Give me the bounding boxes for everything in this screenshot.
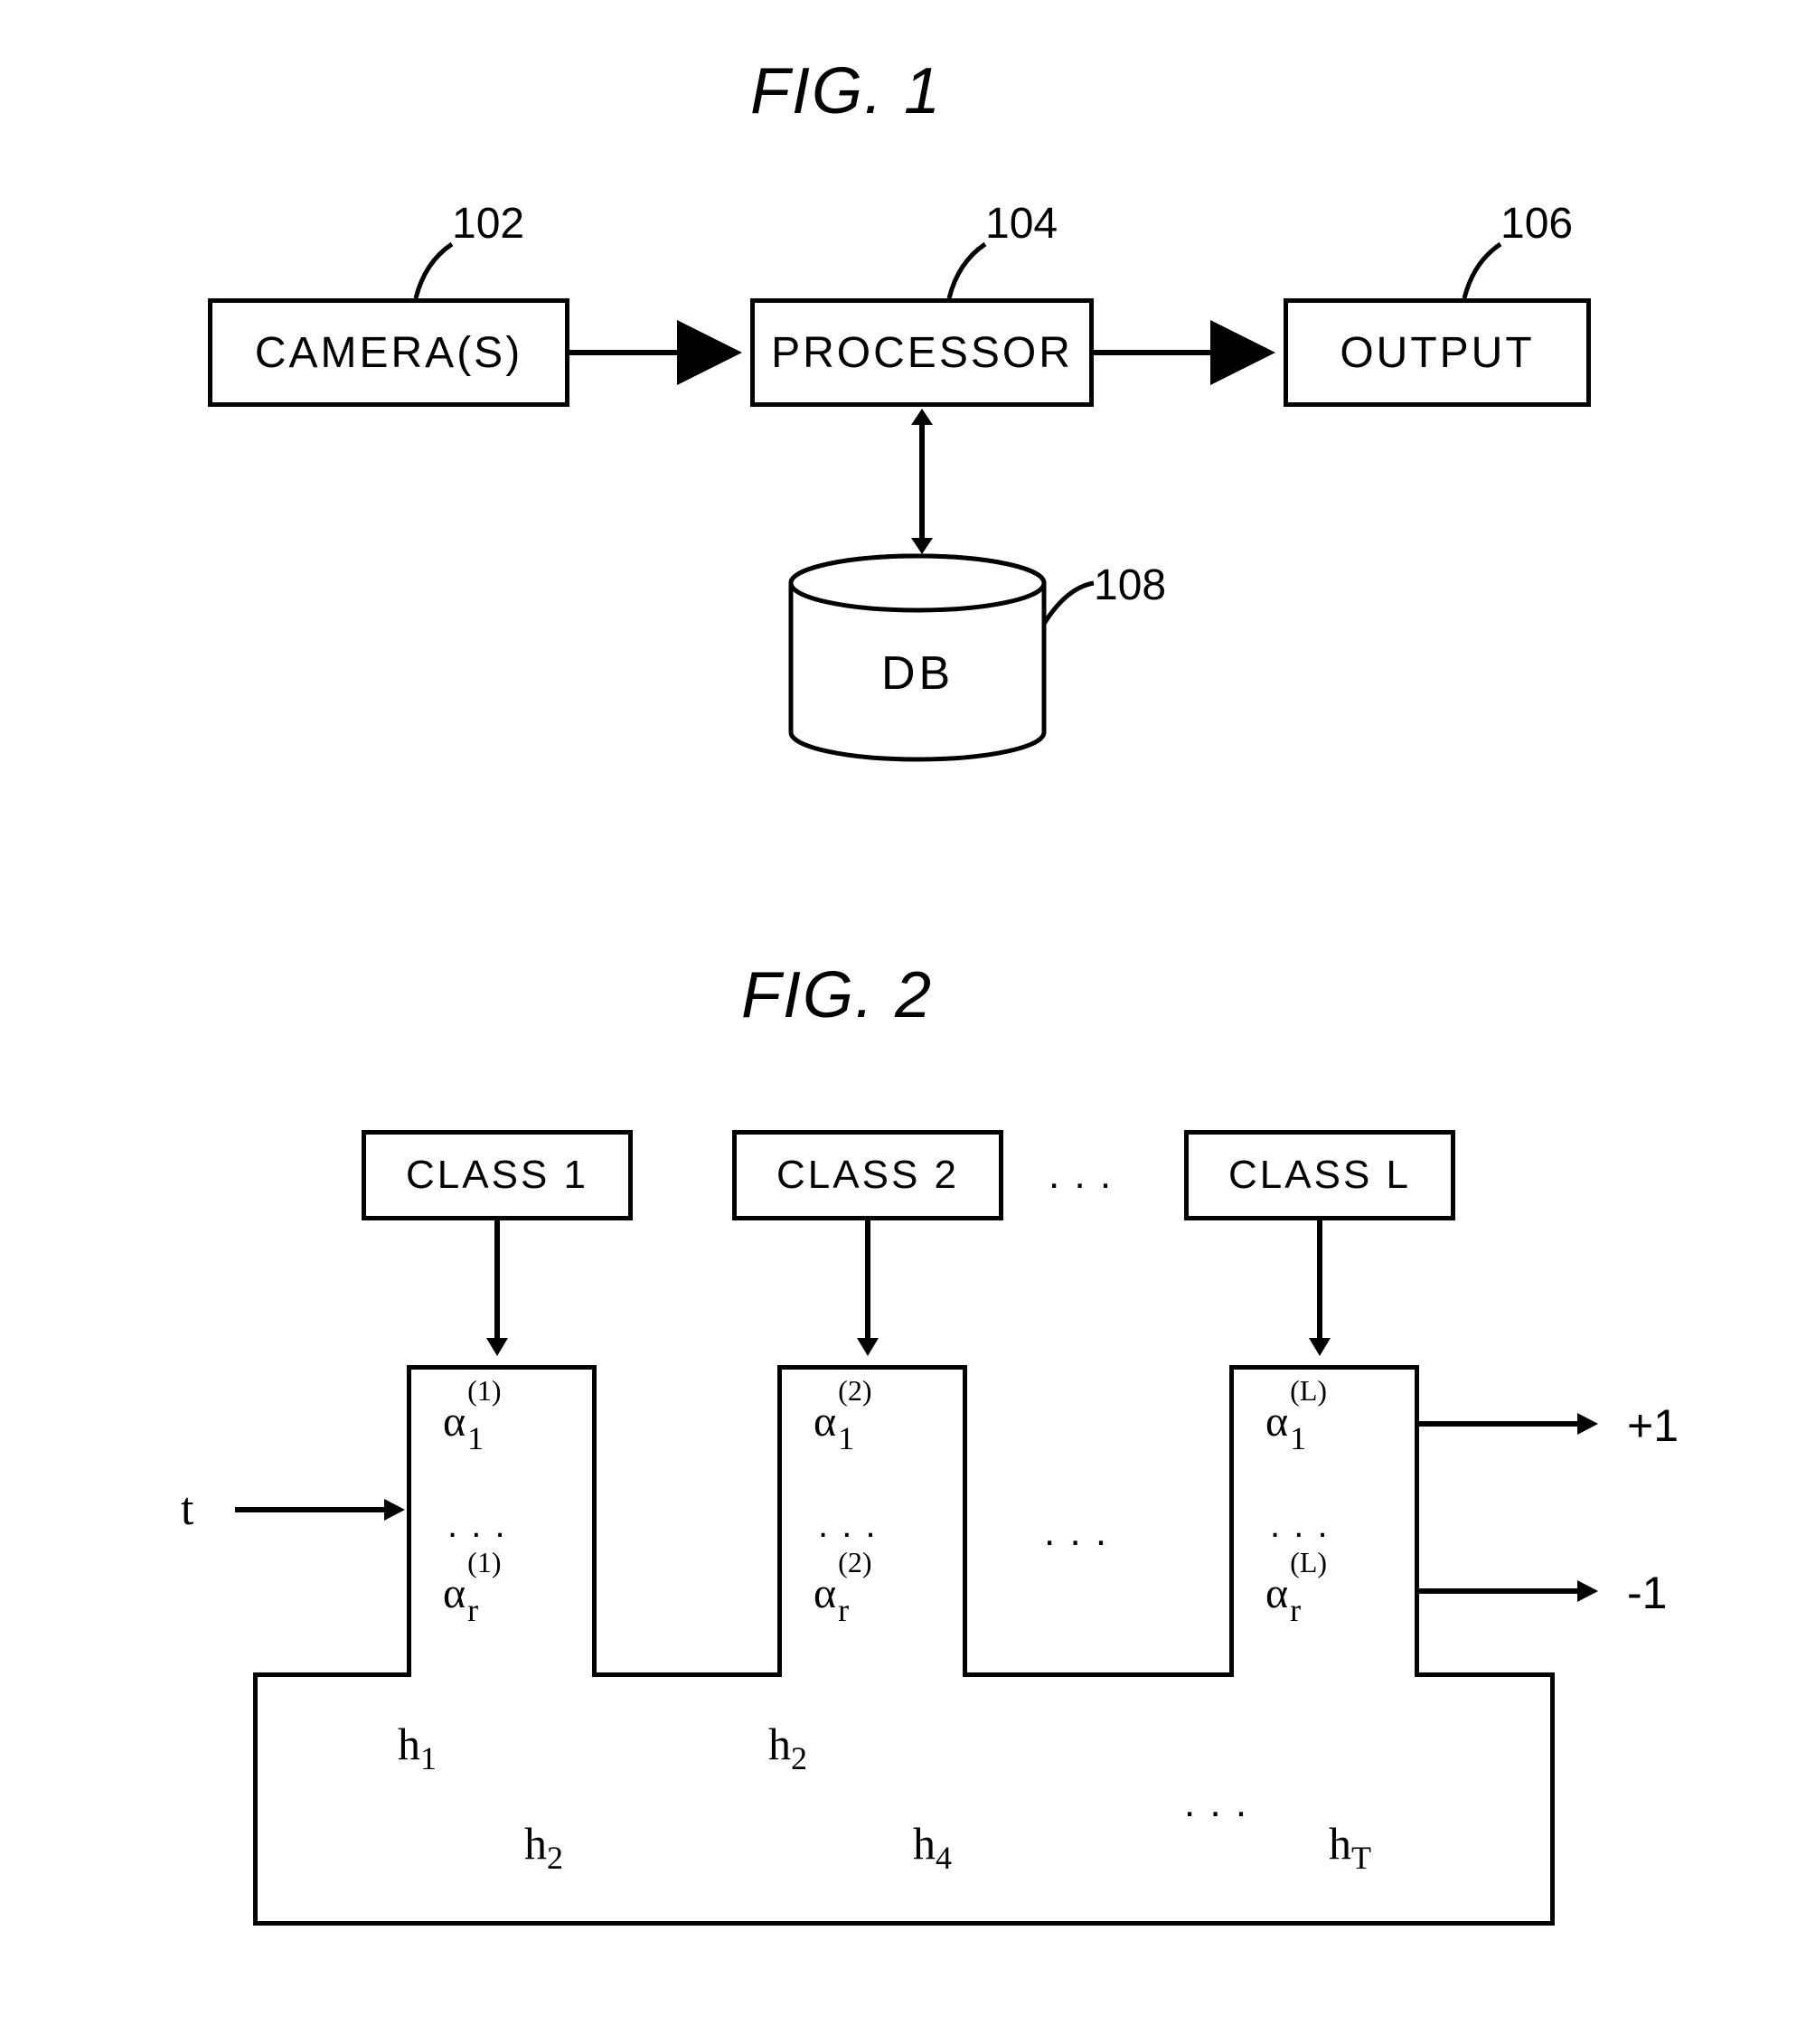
- fig2-hT: hT: [1329, 1817, 1371, 1877]
- fig2-h2: h2: [768, 1718, 807, 1777]
- fig2-arrow-plus1: [1419, 1406, 1609, 1442]
- fig2-alpha1-bot: α (1) r: [443, 1568, 466, 1618]
- fig2-output-plus1: +1: [1627, 1399, 1679, 1452]
- fig2-cover-L: [1234, 1672, 1415, 1678]
- fig2-alphaL-top: α (L) 1: [1265, 1397, 1288, 1446]
- fig1-ref-102: 102: [452, 199, 524, 249]
- fig2-arrow-class2: [850, 1220, 886, 1365]
- fig2-alphaL-dots: . . .: [1270, 1505, 1330, 1546]
- fig1-arrow-processor-db: [904, 407, 940, 560]
- fig1-arrow-processor-output: [1094, 334, 1293, 371]
- fig2-classL-box: CLASS L: [1184, 1130, 1455, 1220]
- fig2-hbox: [253, 1672, 1555, 1926]
- fig2-arrow-t: [235, 1492, 416, 1528]
- fig2-title: FIG. 2: [741, 958, 933, 1032]
- fig2-alpha2-top: α (2) 1: [814, 1397, 836, 1446]
- fig1-ref-104: 104: [985, 199, 1058, 249]
- fig1-box-camera-label: CAMERA(S): [255, 328, 522, 378]
- fig2-class2-box: CLASS 2: [732, 1130, 1003, 1220]
- fig2-h4: h4: [913, 1817, 952, 1877]
- page: FIG. 1 102 104 106 CAMERA(S) PROCESSOR O…: [0, 0, 1806, 2044]
- fig2-classL-label: CLASS L: [1228, 1153, 1411, 1198]
- fig1-box-processor-label: PROCESSOR: [771, 328, 1073, 378]
- fig1-box-output: OUTPUT: [1284, 298, 1591, 407]
- fig2-class2-label: CLASS 2: [776, 1153, 959, 1198]
- fig2-cover-2: [782, 1672, 963, 1678]
- fig1-box-processor: PROCESSOR: [750, 298, 1094, 407]
- fig2-class1-label: CLASS 1: [406, 1153, 588, 1198]
- fig2-h1: h1: [398, 1718, 437, 1777]
- fig2-alpha2-dots: . . .: [818, 1505, 878, 1546]
- fig2-arrow-minus1: [1419, 1573, 1609, 1609]
- fig1-leader-108: [1044, 579, 1107, 633]
- fig2-arrow-classL: [1302, 1220, 1338, 1365]
- fig2-alpha2-bot: α (2) r: [814, 1568, 836, 1618]
- fig1-ref-106: 106: [1500, 199, 1573, 249]
- fig2-output-minus1: -1: [1627, 1567, 1667, 1619]
- fig2-cover-1: [411, 1672, 592, 1678]
- fig2-alpha1-top: α (1) 1: [443, 1397, 466, 1446]
- fig1-db-label: DB: [881, 646, 954, 701]
- fig2-class-ellipsis: . . .: [1049, 1153, 1113, 1198]
- fig1-arrow-camera-processor: [569, 334, 759, 371]
- fig1-box-camera: CAMERA(S): [208, 298, 569, 407]
- fig2-alpha-between-ellipsis: . . .: [1044, 1510, 1108, 1555]
- fig2-alphaL-bot: α (L) r: [1265, 1568, 1288, 1618]
- fig2-arrow-class1: [479, 1220, 515, 1365]
- fig2-input-t: t: [181, 1483, 193, 1536]
- fig1-box-output-label: OUTPUT: [1340, 328, 1534, 378]
- fig2-h2b: h2: [524, 1817, 563, 1877]
- fig1-title: FIG. 1: [750, 54, 942, 128]
- fig2-alpha1-dots: . . .: [447, 1505, 507, 1546]
- fig2-h-ellipsis: . . .: [1184, 1781, 1248, 1826]
- fig2-class1-box: CLASS 1: [362, 1130, 633, 1220]
